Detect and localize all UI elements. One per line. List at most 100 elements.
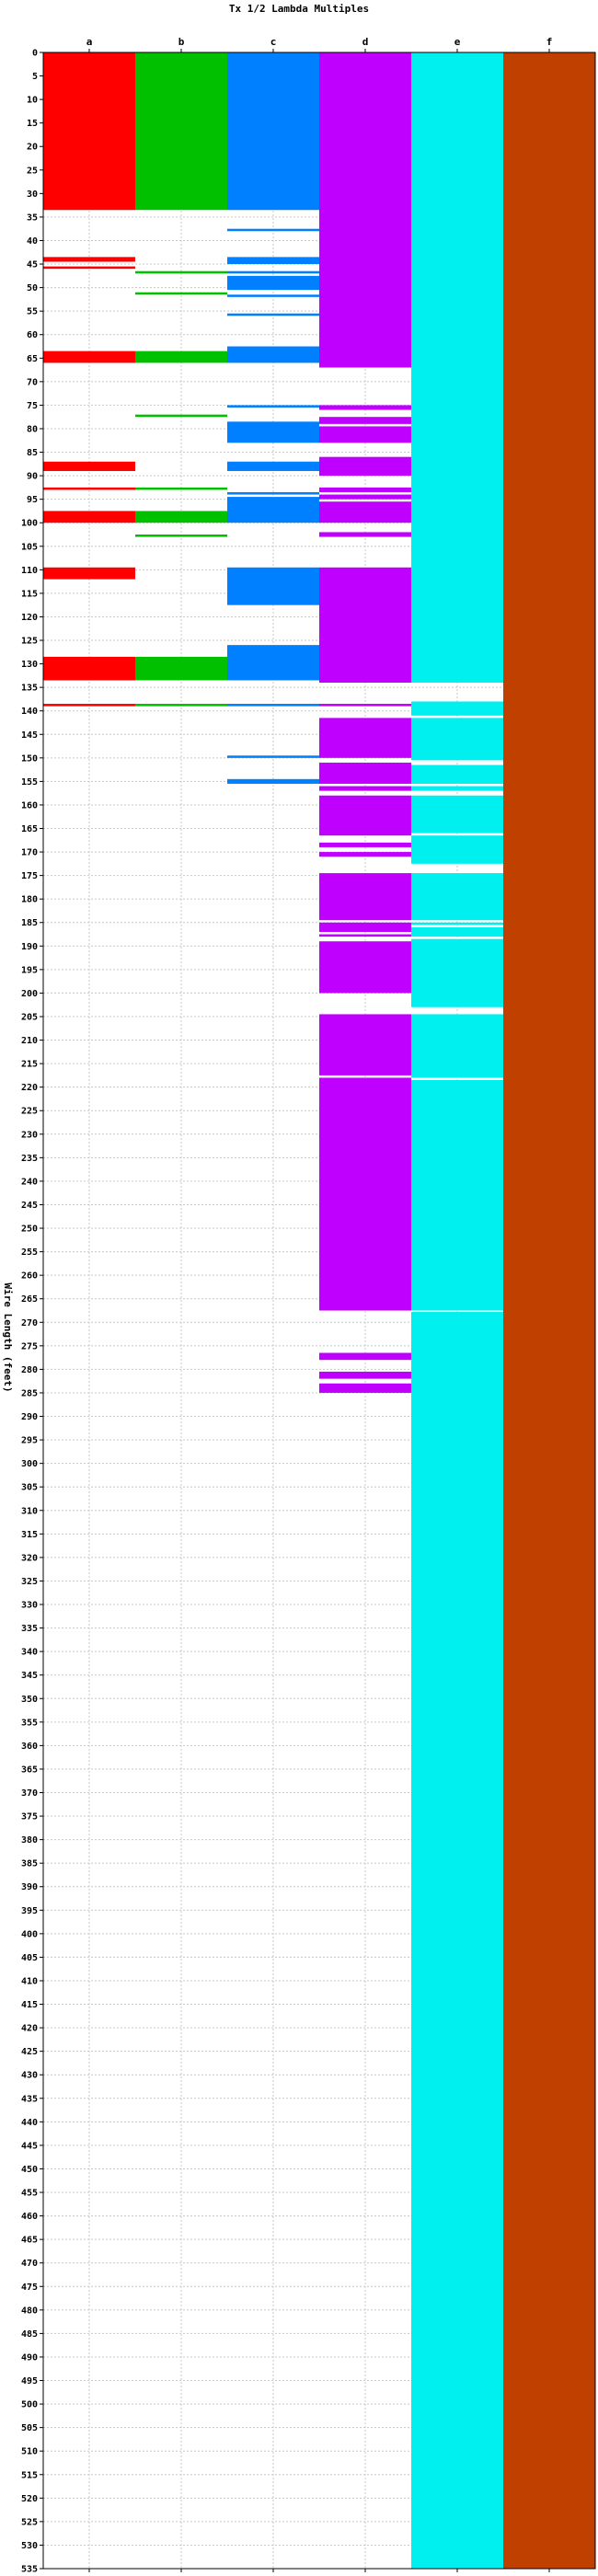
y-tick-label: 195 xyxy=(21,965,38,975)
y-tick-label: 405 xyxy=(21,1953,38,1963)
bar-segment-c xyxy=(227,313,319,316)
y-tick-label: 350 xyxy=(21,1695,38,1705)
bar-segment-e xyxy=(411,1312,503,2569)
y-tick-label: 495 xyxy=(21,2376,38,2386)
y-tick-label: 65 xyxy=(27,354,38,364)
y-tick-label: 520 xyxy=(21,2494,38,2504)
bar-segment-b xyxy=(135,270,227,274)
y-tick-label: 440 xyxy=(21,2118,38,2128)
bar-segment-d xyxy=(319,532,411,537)
bar-segment-c xyxy=(227,275,319,291)
y-tick-label: 200 xyxy=(21,989,38,999)
y-tick-label: 425 xyxy=(21,2047,38,2057)
y-tick-label: 435 xyxy=(21,2094,38,2104)
bar-segment-e xyxy=(411,765,503,784)
bar-segment-c xyxy=(227,567,319,605)
y-tick-label: 375 xyxy=(21,1812,38,1823)
bar-segment-a xyxy=(43,511,135,523)
bar-segment-a xyxy=(43,567,135,580)
y-tick-label: 430 xyxy=(21,2071,38,2081)
y-tick-label: 150 xyxy=(21,753,38,764)
y-tick-label: 140 xyxy=(21,707,38,717)
y-tick-label: 315 xyxy=(21,1530,38,1540)
category-label-f: f xyxy=(546,36,553,48)
y-tick-label: 175 xyxy=(21,871,38,881)
y-tick-label: 240 xyxy=(21,1177,38,1187)
y-tick-label: 80 xyxy=(27,424,38,434)
y-tick-label: 25 xyxy=(27,166,38,176)
y-tick-label: 380 xyxy=(21,1835,38,1846)
bar-segment-a xyxy=(43,351,135,363)
bar-segment-e xyxy=(411,1080,503,1311)
bar-segment-d xyxy=(319,487,411,492)
y-tick-label: 445 xyxy=(21,2141,38,2151)
y-tick-label: 530 xyxy=(21,2541,38,2551)
bar-segment-d xyxy=(319,1077,411,1311)
y-tick-label: 35 xyxy=(27,213,38,223)
bar-segment-e xyxy=(411,835,503,864)
bar-segment-b xyxy=(135,52,227,211)
y-tick-label: 5 xyxy=(32,72,38,82)
bar-segment-d xyxy=(319,405,411,410)
y-tick-label: 85 xyxy=(27,448,38,458)
bar-segment-e xyxy=(411,922,503,926)
y-tick-label: 110 xyxy=(21,566,38,576)
y-tick-label: 340 xyxy=(21,1648,38,1658)
category-label-b: b xyxy=(178,36,185,48)
bar-segment-d xyxy=(319,786,411,791)
bar-segment-b xyxy=(135,704,227,707)
y-tick-label: 385 xyxy=(21,1859,38,1869)
y-tick-label: 165 xyxy=(21,824,38,834)
y-tick-label: 465 xyxy=(21,2236,38,2246)
bar-segment-c xyxy=(227,755,319,758)
plot-frame xyxy=(42,52,596,2570)
y-tick-label: 115 xyxy=(21,589,38,599)
bar-segment-e xyxy=(411,873,503,921)
y-tick-label: 40 xyxy=(27,236,38,247)
y-tick-label: 455 xyxy=(21,2189,38,2199)
y-tick-label: 260 xyxy=(21,1271,38,1282)
y-tick-label: 30 xyxy=(27,190,38,200)
y-tick-label: 20 xyxy=(27,143,38,153)
bar-segment-b xyxy=(135,351,227,363)
y-tick-label: 325 xyxy=(21,1577,38,1587)
y-tick-label: 275 xyxy=(21,1341,38,1351)
bar-segment-d xyxy=(319,426,411,443)
y-tick-label: 345 xyxy=(21,1671,38,1681)
y-tick-label: 475 xyxy=(21,2283,38,2293)
bar-segment-c xyxy=(227,52,319,211)
y-tick-label: 245 xyxy=(21,1201,38,1211)
y-tick-label: 180 xyxy=(21,895,38,905)
bar-segment-e xyxy=(411,938,503,1007)
y-tick-label: 220 xyxy=(21,1083,38,1093)
y-tick-label: 500 xyxy=(21,2400,38,2410)
y-tick-label: 330 xyxy=(21,1601,38,1611)
bar-segment-a xyxy=(43,704,135,707)
bar-segment-a xyxy=(43,257,135,262)
y-tick-label: 515 xyxy=(21,2470,38,2480)
bar-segment-b xyxy=(135,511,227,523)
y-tick-label: 50 xyxy=(27,283,38,293)
y-tick-label: 470 xyxy=(21,2259,38,2269)
bar-segment-e xyxy=(411,926,503,937)
bar-segment-c xyxy=(227,405,319,408)
bar-segment-d xyxy=(319,1371,411,1379)
y-tick-label: 280 xyxy=(21,1365,38,1375)
y-tick-label: 55 xyxy=(27,307,38,317)
chart-title: Tx 1/2 Lambda Multiples xyxy=(229,3,369,15)
bar-segment-c xyxy=(227,270,319,274)
y-tick-label: 290 xyxy=(21,1412,38,1422)
bar-segment-d xyxy=(319,1352,411,1361)
bar-segment-e xyxy=(411,1014,503,1078)
bar-segment-c xyxy=(227,704,319,707)
category-label-e: e xyxy=(454,36,461,48)
bar-segment-a xyxy=(43,52,135,211)
y-tick-label: 130 xyxy=(21,660,38,670)
bar-segment-c xyxy=(227,294,319,297)
bar-segment-c xyxy=(227,421,319,443)
bar-segment-a xyxy=(43,461,135,471)
bar-segment-d xyxy=(319,873,411,921)
y-tick-label: 395 xyxy=(21,1906,38,1916)
bar-segment-d xyxy=(319,494,411,500)
